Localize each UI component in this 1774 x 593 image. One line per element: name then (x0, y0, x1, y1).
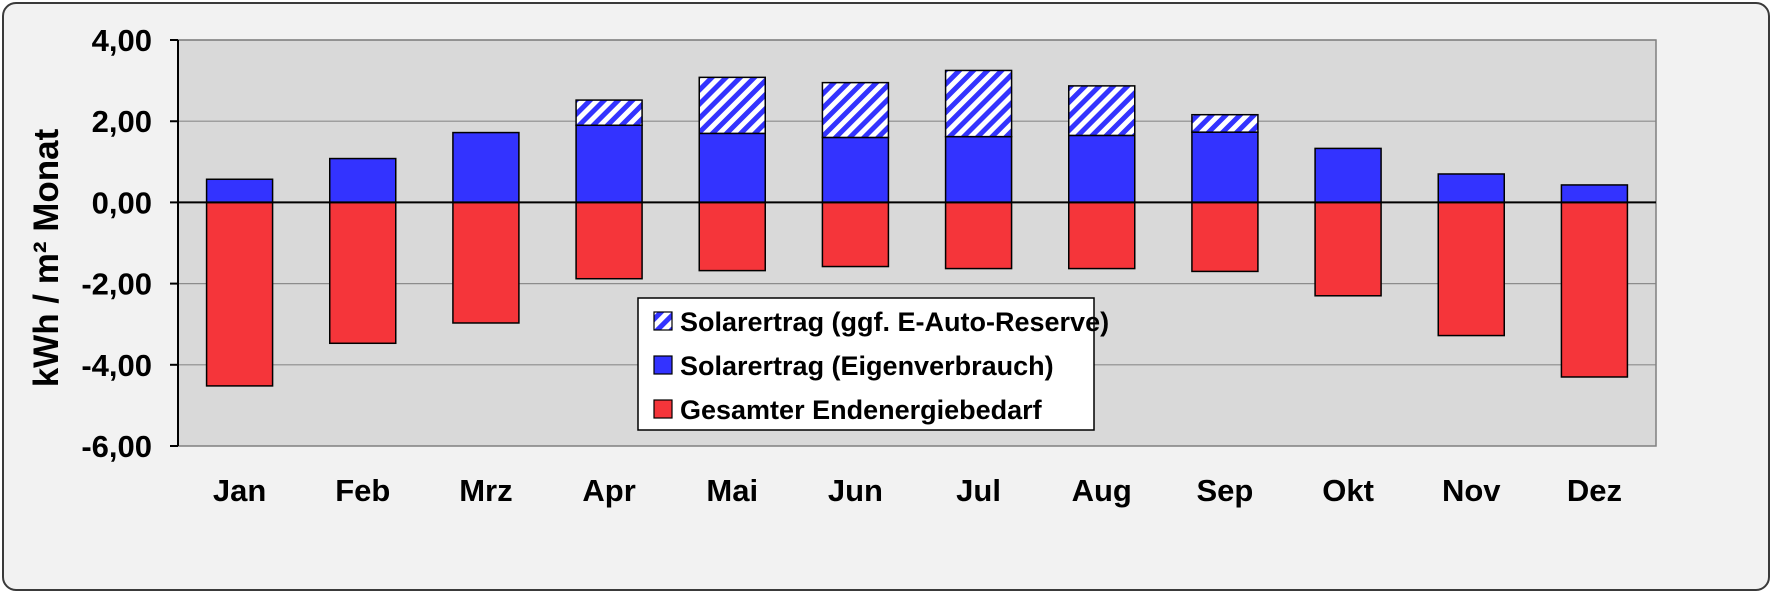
legend-box (637, 297, 1095, 431)
x-tick-label: Jan (213, 473, 266, 508)
bar-endenergiebedarf-feb (329, 201, 397, 345)
bar-endenergiebedarf-mrz (452, 201, 520, 324)
bar-endenergiebedarf-sep (1191, 201, 1259, 273)
x-tick-label: Sep (1196, 473, 1253, 508)
bar-eigenverbrauch-jul (944, 135, 1013, 204)
bar-e-auto-reserve-jun (821, 81, 890, 139)
legend-label: Gesamter Endenergiebedarf (680, 395, 1043, 425)
y-tick-label: 0,00 (92, 185, 152, 220)
bar-eigenverbrauch-dez (1560, 184, 1629, 204)
y-axis-label: kWh / m² Monat (27, 128, 66, 387)
bar-endenergiebedarf-jul (944, 201, 1013, 270)
bar-e-auto-reserve-mai (698, 76, 766, 135)
bar-eigenverbrauch-sep (1191, 131, 1259, 204)
legend-swatch-eigenverbrauch (653, 355, 673, 375)
y-tick-label: -6,00 (81, 429, 152, 464)
axes-group: 4,00 2,00 0,00 -2,00 -4,00 -6,00 Jan Feb Mrz Apr M… (81, 23, 1656, 508)
x-tick-label: Apr (582, 473, 635, 508)
x-tick-label: Mrz (459, 473, 512, 508)
bar-endenergiebedarf-apr (575, 201, 643, 280)
bar-e-auto-reserve-aug (1068, 85, 1136, 137)
y-tick-label: -2,00 (81, 267, 152, 302)
bar-endenergiebedarf-nov (1437, 201, 1505, 337)
y-tick-label: -4,00 (81, 348, 152, 383)
bar-endenergiebedarf-jan (205, 201, 274, 387)
bar-eigenverbrauch-okt (1314, 147, 1382, 204)
bar-e-auto-reserve-sep (1191, 113, 1259, 133)
y-tick-label: 2,00 (92, 104, 152, 139)
legend-label: Solarertrag (ggf. E-Auto-Reserve) (680, 307, 1109, 337)
bar-eigenverbrauch-jan (205, 178, 274, 204)
bar-eigenverbrauch-aug (1068, 134, 1136, 204)
bar-endenergiebedarf-jun (821, 201, 890, 268)
bar-eigenverbrauch-mrz (452, 131, 520, 204)
bar-eigenverbrauch-apr (575, 124, 643, 204)
bar-e-auto-reserve-apr (575, 99, 643, 127)
bar-eigenverbrauch-nov (1437, 173, 1505, 204)
bar-endenergiebedarf-aug (1068, 201, 1136, 270)
bar-eigenverbrauch-feb (329, 157, 397, 204)
legend-label: Solarertrag (Eigenverbrauch) (680, 351, 1054, 381)
x-tick-label: Mai (706, 473, 758, 508)
x-tick-label: Okt (1322, 473, 1374, 508)
bar-endenergiebedarf-mai (698, 201, 766, 272)
x-tick-label: Nov (1442, 473, 1501, 508)
legend: Solarertrag (ggf. E-Auto-Reserve) Solarer… (637, 297, 1109, 431)
x-tick-label: Dez (1567, 473, 1622, 508)
bar-eigenverbrauch-mai (698, 132, 766, 204)
bar-endenergiebedarf-okt (1314, 201, 1382, 297)
x-tick-label: Aug (1072, 473, 1132, 508)
bar-e-auto-reserve-jul (944, 69, 1013, 138)
x-tick-label: Jun (828, 473, 883, 508)
x-tick-label: Feb (335, 473, 390, 508)
x-tick-label: Jul (956, 473, 1001, 508)
y-tick-label: 4,00 (92, 23, 152, 58)
bar-eigenverbrauch-jun (821, 136, 890, 204)
chart-svg: 4,00 2,00 0,00 -2,00 -4,00 -6,00 Jan Feb Mrz Apr M… (27, 23, 1657, 508)
legend-swatch-endenergiebedarf (653, 399, 673, 419)
legend-swatch-e-auto-reserve (653, 311, 673, 331)
bar-endenergiebedarf-dez (1560, 201, 1629, 378)
